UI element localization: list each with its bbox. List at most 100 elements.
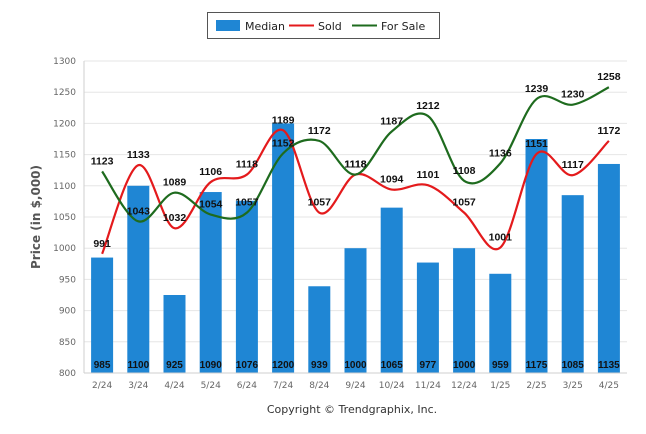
sold-value-label: 1118 xyxy=(344,159,366,171)
bar-value-label: 959 xyxy=(492,360,509,371)
bars xyxy=(91,123,620,374)
x-tick-label: 4/25 xyxy=(599,381,619,391)
for-sale-value-label: 1239 xyxy=(525,83,549,95)
x-tick-label: 5/24 xyxy=(201,381,221,391)
bar-value-label: 977 xyxy=(420,360,437,371)
y-tick-label: 1150 xyxy=(53,151,76,161)
y-tick-label: 1300 xyxy=(53,57,76,67)
for-sale-value-label: 1057 xyxy=(235,197,259,209)
y-tick-label: 1000 xyxy=(53,244,76,254)
sold-value-label: 1172 xyxy=(598,125,621,137)
y-tick-label: 950 xyxy=(59,275,76,285)
y-axis-label: Price (in $,000) xyxy=(29,165,43,269)
for-sale-value-label: 1043 xyxy=(127,205,151,217)
sold-value-label: 1189 xyxy=(272,114,295,126)
bar-median xyxy=(91,257,114,373)
line-sold xyxy=(101,128,610,255)
sold-value-label: 1106 xyxy=(199,166,222,178)
x-tick-label: 12/24 xyxy=(451,381,477,391)
bar-median xyxy=(380,207,403,373)
for-sale-value-label: 1118 xyxy=(344,159,366,171)
for-sale-value-label: 1089 xyxy=(163,177,187,189)
sold-value-label: 1117 xyxy=(562,159,584,171)
x-tick-label: 11/24 xyxy=(415,381,441,391)
bar-median xyxy=(235,200,258,373)
bar-median xyxy=(199,192,222,373)
sold-value-label: 991 xyxy=(93,238,111,250)
y-tick-label: 850 xyxy=(59,338,76,348)
bar-median xyxy=(272,123,295,374)
data-labels: 985 1100 925 1090 1076 1200 939 1000 1065 977 1000… xyxy=(91,71,621,371)
bar-median xyxy=(561,195,584,373)
for-sale-value-label: 1172 xyxy=(308,125,331,137)
x-tick-label: 7/24 xyxy=(273,381,293,391)
x-tick-label: 6/24 xyxy=(237,381,257,391)
sold-value-label: 1133 xyxy=(127,149,150,161)
y-tick-label: 800 xyxy=(59,369,76,379)
bar-value-label: 1200 xyxy=(272,360,295,371)
bar-median xyxy=(163,295,186,373)
x-tick-label: 3/25 xyxy=(563,381,583,391)
legend-swatch-median xyxy=(216,20,240,31)
bar-median xyxy=(308,286,331,373)
for-sale-value-label: 1123 xyxy=(91,155,114,167)
bar-median xyxy=(597,163,620,373)
for-sale-value-label: 1212 xyxy=(416,100,440,112)
sold-value-label: 1001 xyxy=(489,232,513,244)
sold-value-label: 1094 xyxy=(380,174,404,186)
legend-box xyxy=(207,12,440,39)
for-sale-value-label: 1054 xyxy=(199,199,223,211)
bar-value-label: 985 xyxy=(94,360,111,371)
legend: Median Sold For Sale xyxy=(207,12,440,39)
sold-value-label: 1057 xyxy=(308,197,332,209)
x-tick-label: 2/25 xyxy=(526,381,546,391)
bar-value-label: 925 xyxy=(166,360,183,371)
sold-value-label: 1057 xyxy=(452,197,476,209)
bar-value-label: 1000 xyxy=(344,360,367,371)
y-tick-label: 900 xyxy=(59,307,76,317)
y-tick-label: 1250 xyxy=(53,88,76,98)
sold-value-label: 1151 xyxy=(525,138,548,150)
bar-median xyxy=(416,262,439,373)
bar-value-label: 1090 xyxy=(200,360,223,371)
sold-value-label: 1101 xyxy=(417,169,440,181)
sold-value-label: 1032 xyxy=(163,212,187,224)
line-for-sale xyxy=(101,86,610,223)
legend-label-median: Median xyxy=(245,20,285,33)
x-tick-label: 3/24 xyxy=(128,381,148,391)
bar-value-label: 1135 xyxy=(598,360,620,371)
bar-value-label: 1085 xyxy=(562,360,585,371)
for-sale-value-label: 1230 xyxy=(561,89,585,101)
bar-value-label: 1100 xyxy=(127,360,149,371)
x-tick-label: 4/24 xyxy=(164,381,184,391)
x-tick-label: 8/24 xyxy=(309,381,329,391)
bar-median xyxy=(525,139,548,373)
for-sale-value-label: 1108 xyxy=(453,165,476,177)
y-tick-label: 1100 xyxy=(53,182,76,192)
bar-value-label: 1175 xyxy=(526,360,548,371)
bar-value-label: 1000 xyxy=(453,360,476,371)
x-tick-label: 1/25 xyxy=(490,381,510,391)
for-sale-value-label: 1152 xyxy=(272,137,295,149)
y-tick-label: 1200 xyxy=(53,119,76,129)
copyright-text: Copyright © Trendgraphix, Inc. xyxy=(267,403,437,416)
legend-label-sold: Sold xyxy=(318,20,342,33)
y-tick-label: 1050 xyxy=(53,213,76,223)
sold-value-label: 1118 xyxy=(236,159,258,171)
lines xyxy=(101,86,610,255)
bar-median xyxy=(127,185,150,373)
x-tick-label: 2/24 xyxy=(92,381,112,391)
bar-value-label: 1076 xyxy=(236,360,259,371)
for-sale-value-label: 1258 xyxy=(597,71,621,83)
bar-median xyxy=(453,248,476,373)
legend-label-for-sale: For Sale xyxy=(381,20,425,33)
x-tick-label: 9/24 xyxy=(345,381,365,391)
bar-median xyxy=(344,248,367,373)
bar-median xyxy=(489,273,512,373)
for-sale-value-label: 1187 xyxy=(380,116,403,128)
bar-value-label: 939 xyxy=(311,360,328,371)
for-sale-value-label: 1136 xyxy=(489,147,512,159)
x-tick-label: 10/24 xyxy=(379,381,405,391)
